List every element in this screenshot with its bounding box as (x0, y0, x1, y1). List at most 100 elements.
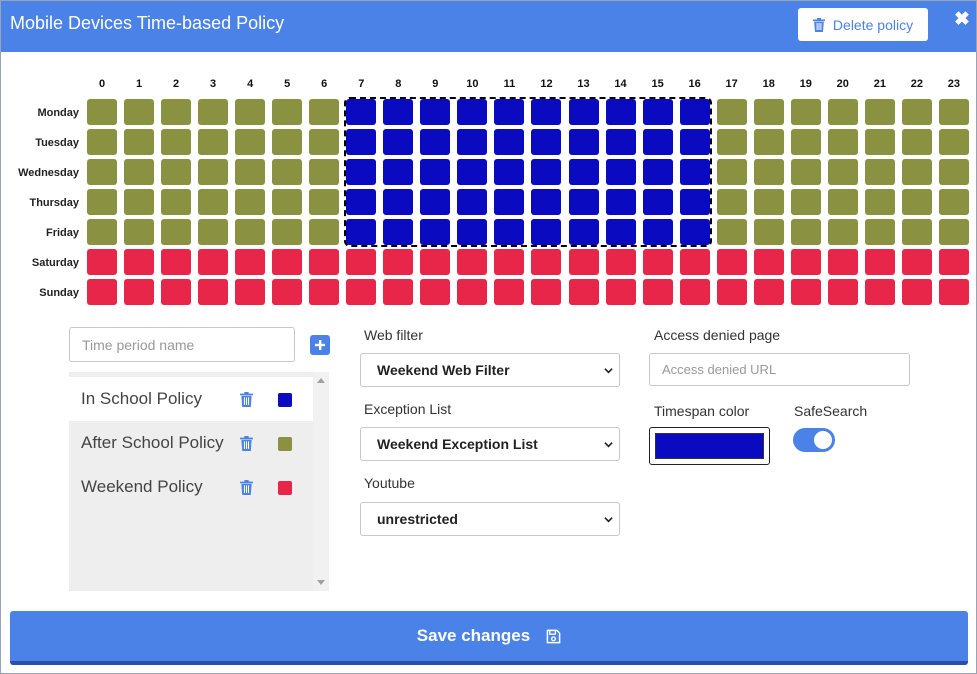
schedule-cell[interactable] (605, 99, 636, 125)
schedule-cell[interactable] (790, 99, 821, 125)
schedule-cell[interactable] (716, 219, 747, 245)
access-denied-url-input[interactable]: Access denied URL (649, 353, 910, 386)
schedule-cell[interactable] (420, 189, 451, 215)
schedule-cell[interactable] (938, 189, 969, 215)
schedule-cell[interactable] (642, 219, 673, 245)
trash-icon[interactable] (240, 392, 253, 407)
schedule-cell[interactable] (790, 219, 821, 245)
schedule-cell[interactable] (457, 219, 488, 245)
schedule-cell[interactable] (309, 279, 340, 305)
schedule-cell[interactable] (901, 219, 932, 245)
schedule-cell[interactable] (716, 99, 747, 125)
schedule-cell[interactable] (420, 249, 451, 275)
schedule-cell[interactable] (864, 159, 895, 185)
schedule-cell[interactable] (198, 249, 229, 275)
schedule-cell[interactable] (790, 279, 821, 305)
schedule-cell[interactable] (272, 99, 303, 125)
schedule-cell[interactable] (494, 249, 525, 275)
schedule-cell[interactable] (827, 249, 858, 275)
schedule-cell[interactable] (531, 159, 562, 185)
schedule-cell[interactable] (790, 189, 821, 215)
schedule-cell[interactable] (531, 219, 562, 245)
schedule-cell[interactable] (494, 129, 525, 155)
schedule-cell[interactable] (124, 129, 155, 155)
schedule-cell[interactable] (568, 99, 599, 125)
schedule-cell[interactable] (346, 129, 377, 155)
schedule-cell[interactable] (272, 219, 303, 245)
schedule-cell[interactable] (420, 159, 451, 185)
schedule-cell[interactable] (864, 279, 895, 305)
schedule-cell[interactable] (531, 189, 562, 215)
schedule-cell[interactable] (272, 249, 303, 275)
schedule-cell[interactable] (124, 189, 155, 215)
schedule-cell[interactable] (161, 99, 192, 125)
schedule-cell[interactable] (383, 129, 414, 155)
schedule-cell[interactable] (235, 159, 266, 185)
schedule-cell[interactable] (309, 99, 340, 125)
schedule-cell[interactable] (494, 219, 525, 245)
schedule-cell[interactable] (827, 219, 858, 245)
youtube-select[interactable]: unrestricted (360, 502, 620, 536)
schedule-cell[interactable] (420, 99, 451, 125)
schedule-cell[interactable] (605, 189, 636, 215)
schedule-cell[interactable] (605, 219, 636, 245)
schedule-cell[interactable] (642, 249, 673, 275)
schedule-cell[interactable] (161, 129, 192, 155)
schedule-cell[interactable] (87, 129, 117, 155)
schedule-cell[interactable] (494, 99, 525, 125)
schedule-cell[interactable] (568, 189, 599, 215)
exception-list-select[interactable]: Weekend Exception List (360, 427, 620, 461)
schedule-cell[interactable] (938, 219, 969, 245)
schedule-cell[interactable] (124, 159, 155, 185)
schedule-cell[interactable] (642, 129, 673, 155)
schedule-cell[interactable] (753, 99, 784, 125)
schedule-cell[interactable] (457, 159, 488, 185)
schedule-cell[interactable] (494, 159, 525, 185)
schedule-cell[interactable] (87, 219, 117, 245)
schedule-cell[interactable] (679, 279, 710, 305)
schedule-cell[interactable] (198, 159, 229, 185)
schedule-cell[interactable] (309, 159, 340, 185)
schedule-cell[interactable] (901, 189, 932, 215)
schedule-cell[interactable] (679, 219, 710, 245)
schedule-cell[interactable] (124, 279, 155, 305)
schedule-cell[interactable] (938, 129, 969, 155)
schedule-cell[interactable] (272, 279, 303, 305)
schedule-cell[interactable] (198, 279, 229, 305)
schedule-cell[interactable] (494, 189, 525, 215)
schedule-cell[interactable] (753, 159, 784, 185)
schedule-cell[interactable] (716, 189, 747, 215)
schedule-cell[interactable] (235, 99, 266, 125)
delete-policy-button[interactable]: Delete policy (798, 8, 928, 41)
save-changes-button[interactable]: Save changes (10, 611, 968, 665)
schedule-cell[interactable] (790, 129, 821, 155)
add-time-period-button[interactable] (310, 335, 330, 355)
schedule-cell[interactable] (346, 159, 377, 185)
schedule-cell[interactable] (827, 99, 858, 125)
scroll-down-icon[interactable] (317, 580, 325, 585)
schedule-cell[interactable] (716, 279, 747, 305)
schedule-cell[interactable] (235, 189, 266, 215)
schedule-cell[interactable] (124, 219, 155, 245)
schedule-cell[interactable] (901, 249, 932, 275)
schedule-cell[interactable] (457, 99, 488, 125)
schedule-cell[interactable] (679, 99, 710, 125)
schedule-cell[interactable] (642, 189, 673, 215)
schedule-cell[interactable] (753, 279, 784, 305)
schedule-cell[interactable] (827, 279, 858, 305)
schedule-cell[interactable] (383, 279, 414, 305)
schedule-cell[interactable] (901, 129, 932, 155)
schedule-cell[interactable] (753, 219, 784, 245)
schedule-cell[interactable] (346, 249, 377, 275)
schedule-cell[interactable] (235, 129, 266, 155)
schedule-cell[interactable] (753, 129, 784, 155)
schedule-cell[interactable] (272, 189, 303, 215)
schedule-cell[interactable] (605, 279, 636, 305)
schedule-cell[interactable] (531, 99, 562, 125)
schedule-cell[interactable] (87, 279, 117, 305)
schedule-cell[interactable] (87, 159, 117, 185)
schedule-cell[interactable] (605, 159, 636, 185)
schedule-cell[interactable] (827, 129, 858, 155)
schedule-cell[interactable] (235, 249, 266, 275)
schedule-cell[interactable] (346, 99, 377, 125)
